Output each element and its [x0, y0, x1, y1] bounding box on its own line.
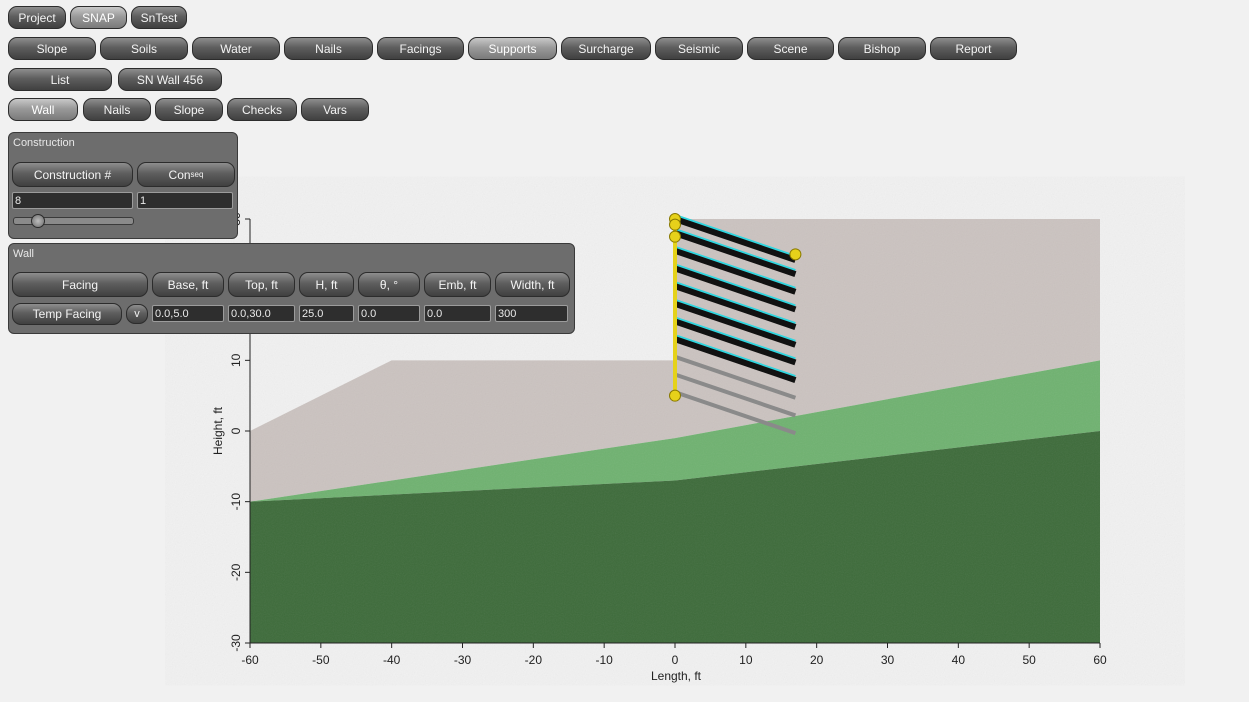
- soil-nail: [674, 336, 797, 383]
- construction-panel-title: Construction: [13, 137, 75, 149]
- menu-nails[interactable]: Nails: [284, 37, 373, 60]
- facing-type-button[interactable]: Temp Facing: [12, 303, 122, 325]
- base-field[interactable]: 0.0,5.0: [152, 305, 224, 322]
- soil-nail: [674, 216, 797, 263]
- soil-nail: [674, 390, 797, 436]
- menu-scene[interactable]: Scene: [747, 37, 834, 60]
- base-header[interactable]: Base, ft: [152, 272, 224, 297]
- facing-dropdown-button[interactable]: v: [126, 304, 148, 324]
- width-field[interactable]: 300: [495, 305, 568, 322]
- soil-nail: [674, 265, 797, 313]
- construction-slider-track[interactable]: [13, 217, 134, 225]
- soil-nail: [674, 300, 797, 348]
- x-tick-label: -50: [312, 653, 330, 667]
- y-tick-label: -20: [229, 563, 243, 581]
- top-field[interactable]: 0.0,30.0: [228, 305, 295, 322]
- construction-slider-knob[interactable]: [30, 214, 45, 228]
- x-tick-label: -30: [454, 653, 472, 667]
- x-tick-label: 40: [952, 653, 966, 667]
- y-tick-label: -10: [229, 493, 243, 511]
- menu-slope[interactable]: Slope: [8, 37, 96, 60]
- nail-highlight: [674, 263, 796, 307]
- wall-node: [669, 230, 681, 243]
- nail-highlight: [674, 298, 796, 342]
- sub-tab-vars[interactable]: Vars: [301, 98, 369, 121]
- menu-supports[interactable]: Supports: [468, 37, 557, 60]
- top-tab-snap[interactable]: SNAP: [70, 6, 127, 29]
- emb-field[interactable]: 0.0: [424, 305, 491, 322]
- construction-seq-header[interactable]: Con seq: [137, 162, 235, 187]
- x-axis-label: Length, ft: [651, 669, 702, 683]
- nail-highlight: [674, 316, 796, 360]
- x-tick-label: -40: [383, 653, 401, 667]
- height-field[interactable]: 25.0: [299, 305, 354, 322]
- menu-seismic[interactable]: Seismic: [655, 37, 743, 60]
- menu-surcharge[interactable]: Surcharge: [561, 37, 651, 60]
- nail-highlight: [674, 281, 796, 325]
- x-tick-label: 50: [1022, 653, 1036, 667]
- wall-panel: Wall Facing Base, ft Top, ft H, ft θ, ° …: [8, 243, 575, 334]
- menu-bishop[interactable]: Bishop: [838, 37, 926, 60]
- x-tick-label: 0: [672, 653, 679, 667]
- height-header[interactable]: H, ft: [299, 272, 354, 297]
- top-tab-sntest[interactable]: SnTest: [131, 6, 187, 29]
- y-axis-label: Height, ft: [211, 406, 225, 455]
- emb-header[interactable]: Emb, ft: [424, 272, 491, 297]
- nail-highlight: [674, 228, 796, 272]
- x-tick-label: 60: [1093, 653, 1107, 667]
- x-tick-label: -60: [241, 653, 259, 667]
- construction-seq-field[interactable]: 1: [137, 192, 233, 209]
- menu-soils[interactable]: Soils: [100, 37, 188, 60]
- soil-nail: [674, 372, 797, 418]
- x-tick-label: -20: [525, 653, 543, 667]
- top-tab-project[interactable]: Project: [8, 6, 66, 29]
- nail-end-node: [789, 248, 802, 261]
- menu-facings[interactable]: Facings: [377, 37, 464, 60]
- sub-tab-wall[interactable]: Wall: [8, 98, 78, 121]
- seq-sub-label: seq: [190, 170, 204, 179]
- nail-highlight: [674, 334, 796, 378]
- menu-report[interactable]: Report: [930, 37, 1017, 60]
- soil-nail: [674, 354, 797, 400]
- construction-number-field[interactable]: 8: [12, 192, 133, 209]
- nail-highlight: [674, 245, 796, 289]
- nail-highlight: [674, 214, 796, 257]
- menu-water[interactable]: Water: [192, 37, 280, 60]
- wall-panel-title: Wall: [13, 248, 34, 260]
- x-tick-label: -10: [595, 653, 613, 667]
- construction-panel: Construction Construction # Con seq 8 1: [8, 132, 238, 239]
- soil-nail: [674, 230, 797, 277]
- sub-tab-nails[interactable]: Nails: [83, 98, 151, 121]
- y-tick-label: 0: [229, 427, 243, 434]
- x-tick-label: 10: [739, 653, 753, 667]
- y-tick-label: -30: [229, 634, 243, 652]
- wall-name-button[interactable]: SN Wall 456: [118, 68, 222, 91]
- y-tick-label: 10: [229, 353, 243, 367]
- x-tick-label: 30: [881, 653, 895, 667]
- top-header[interactable]: Top, ft: [228, 272, 295, 297]
- list-button[interactable]: List: [8, 68, 112, 91]
- sub-tab-slope[interactable]: Slope: [155, 98, 223, 121]
- sub-tab-checks[interactable]: Checks: [227, 98, 297, 121]
- theta-header[interactable]: θ, °: [358, 272, 420, 297]
- theta-field[interactable]: 0.0: [358, 305, 420, 322]
- construction-number-header[interactable]: Construction #: [12, 162, 133, 187]
- wall-node: [669, 218, 681, 231]
- x-tick-label: 20: [810, 653, 824, 667]
- width-header[interactable]: Width, ft: [495, 272, 570, 297]
- soil-nail: [674, 283, 797, 330]
- soil-nail: [674, 318, 797, 366]
- soil-nail: [674, 247, 797, 295]
- facing-header[interactable]: Facing: [12, 272, 148, 297]
- con-label: Con: [168, 167, 191, 182]
- wall-node: [669, 389, 681, 402]
